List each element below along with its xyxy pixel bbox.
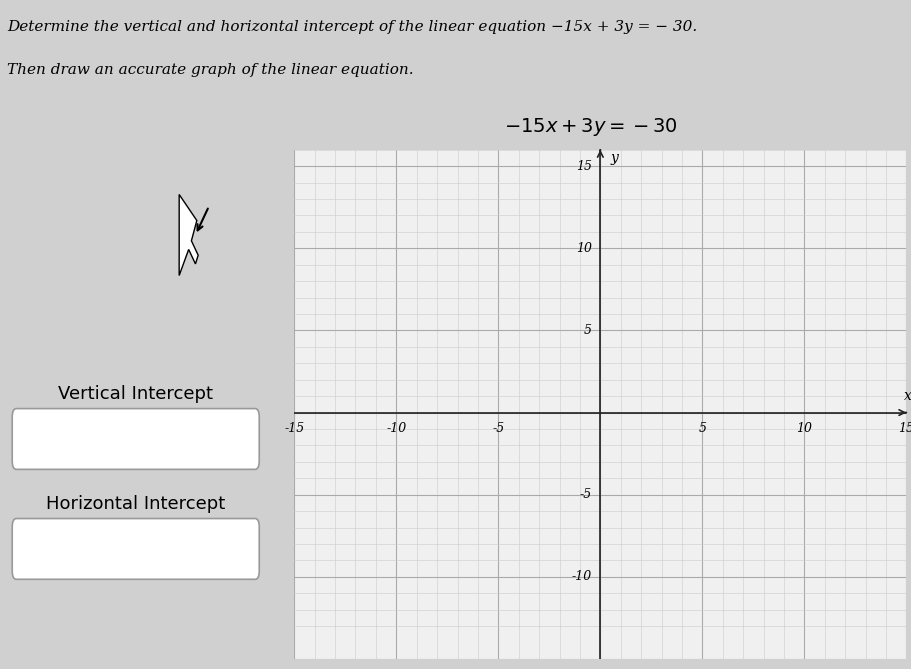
FancyBboxPatch shape <box>12 409 260 470</box>
Text: x: x <box>905 389 911 403</box>
Text: y: y <box>610 151 619 165</box>
Text: 5: 5 <box>584 324 592 337</box>
Text: -10: -10 <box>572 571 592 583</box>
Text: Then draw an accurate graph of the linear equation.: Then draw an accurate graph of the linea… <box>7 64 414 77</box>
Polygon shape <box>179 195 199 276</box>
Text: 10: 10 <box>796 422 813 436</box>
Text: Horizontal Intercept: Horizontal Intercept <box>46 495 225 512</box>
Text: -5: -5 <box>580 488 592 501</box>
Text: 15: 15 <box>576 160 592 173</box>
Text: -5: -5 <box>492 422 505 436</box>
Text: -10: -10 <box>386 422 406 436</box>
Text: $-15x + 3y = -30$: $-15x + 3y = -30$ <box>505 116 678 138</box>
Text: Vertical Intercept: Vertical Intercept <box>58 385 213 403</box>
FancyBboxPatch shape <box>12 518 260 579</box>
Text: 10: 10 <box>576 242 592 255</box>
Text: 15: 15 <box>898 422 911 436</box>
Text: Determine the vertical and horizontal intercept of the linear equation −15x + 3y: Determine the vertical and horizontal in… <box>7 20 698 34</box>
Text: 5: 5 <box>699 422 706 436</box>
Text: -15: -15 <box>284 422 304 436</box>
